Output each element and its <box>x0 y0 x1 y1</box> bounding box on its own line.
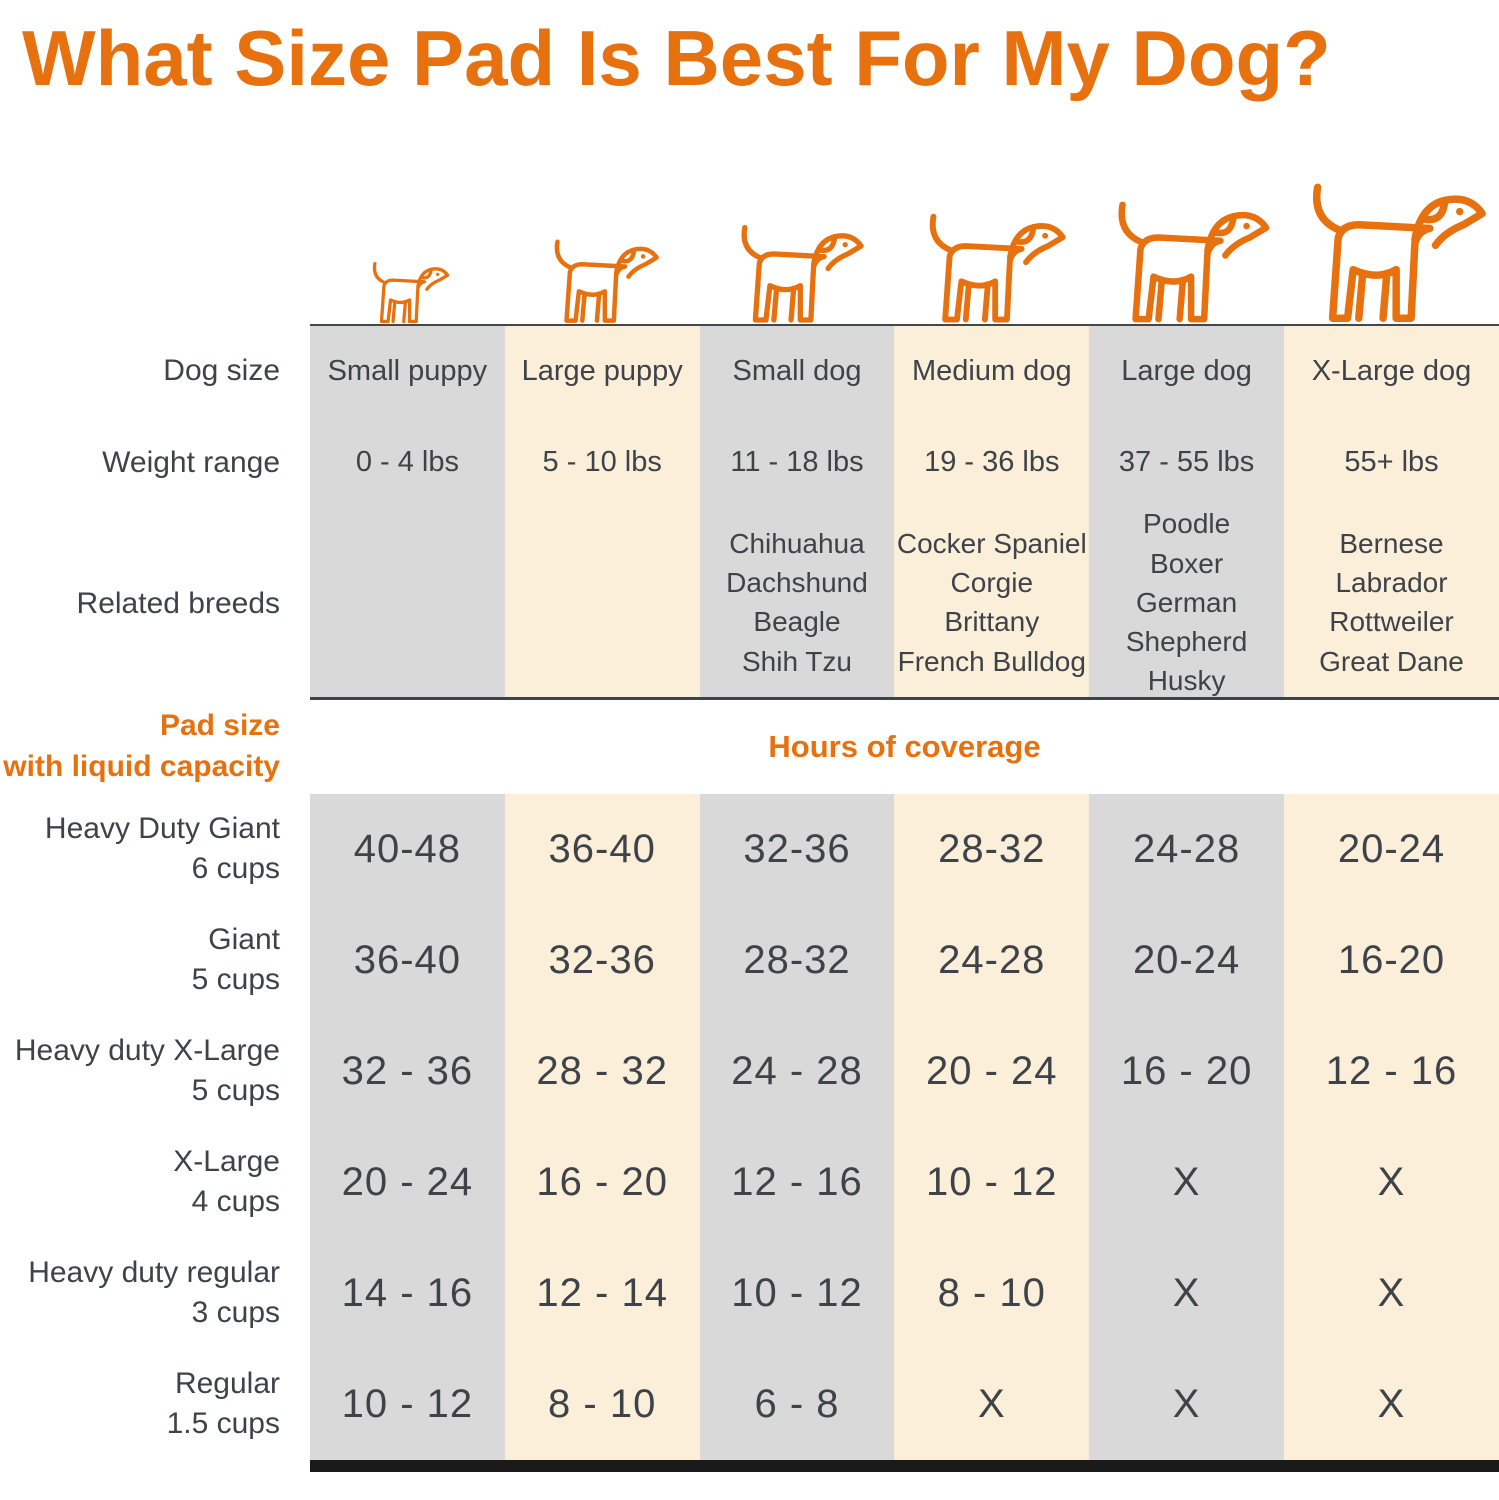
pad-name: Heavy Duty Giant <box>44 811 280 845</box>
dog-size-cell: Large dog <box>1089 323 1284 418</box>
pad-name: Heavy duty regular <box>28 1255 280 1289</box>
coverage-hours-cell: 24-28 <box>1089 793 1284 905</box>
dog-size-cell: Large puppy <box>504 323 700 418</box>
coverage-hours-cell: 12 - 14 <box>504 1237 700 1349</box>
pad-row-label: X-Large 4 cups <box>0 1127 310 1238</box>
coverage-hours-cell: 20 - 24 <box>894 1015 1090 1127</box>
weight-range-cell: 0 - 4 lbs <box>310 417 505 508</box>
pad-name: Heavy duty X-Large <box>14 1033 280 1067</box>
coverage-hours-cell: 36-40 <box>504 793 700 905</box>
dog-icon-cell <box>1284 126 1499 324</box>
pad-capacity: 1.5 cups <box>166 1407 280 1441</box>
large-dog-icon <box>1093 182 1281 324</box>
dog-icon-cell <box>894 126 1089 324</box>
dog-icon-cell <box>700 126 895 324</box>
row-label-related-breeds: Related breeds <box>76 586 280 620</box>
row-label-weight-range: Weight range <box>102 445 280 479</box>
size-chart-table: Dog size Small puppy Large puppy Small d… <box>0 126 1499 1472</box>
row-label-dog-size: Dog size <box>163 353 280 387</box>
small-puppy-icon <box>372 261 450 323</box>
coverage-hours-cell: X <box>1089 1348 1284 1460</box>
pad-name: X-Large <box>173 1144 280 1178</box>
pad-capacity: 3 cups <box>191 1296 280 1330</box>
weight-range-cell: 55+ lbs <box>1284 417 1499 508</box>
pad-row-label: Heavy duty regular 3 cups <box>0 1238 310 1349</box>
coverage-hours-cell: 12 - 16 <box>1284 1015 1499 1127</box>
coverage-hours-cell: X <box>1284 1126 1499 1238</box>
coverage-hours-cell: X <box>1089 1126 1284 1238</box>
large-puppy-icon <box>537 226 667 324</box>
coverage-hours-cell: 6 - 8 <box>699 1348 895 1460</box>
related-breeds-cell <box>310 507 505 700</box>
pad-row-label: Giant 5 cups <box>0 905 310 1016</box>
coverage-hours-cell: 20-24 <box>1284 793 1499 905</box>
pad-name: Regular <box>174 1366 280 1400</box>
page-title: What Size Pad Is Best For My Dog? <box>22 14 1331 102</box>
related-breeds-cell: Cocker Spaniel Corgie Brittany French Bu… <box>894 507 1090 700</box>
coverage-hours-cell: 8 - 10 <box>894 1237 1090 1349</box>
pad-row-label: Regular 1.5 cups <box>0 1349 310 1460</box>
pad-capacity: 5 cups <box>191 1074 280 1108</box>
weight-range-cell: 11 - 18 lbs <box>699 417 895 508</box>
coverage-hours-cell: 10 - 12 <box>894 1126 1090 1238</box>
spacer <box>0 1460 310 1472</box>
related-breeds-cell: Poodle Boxer German Shepherd Husky <box>1089 507 1284 700</box>
coverage-hours-cell: 16-20 <box>1284 904 1499 1016</box>
coverage-hours-cell: X <box>894 1348 1090 1460</box>
dog-size-cell: Small puppy <box>310 323 505 418</box>
spacer <box>0 126 310 324</box>
medium-dog-icon <box>907 196 1076 324</box>
x-large-dog-icon <box>1284 161 1499 324</box>
coverage-hours-cell: 28-32 <box>894 793 1090 905</box>
coverage-hours-cell: 28-32 <box>699 904 895 1016</box>
hours-of-coverage-heading: Hours of coverage <box>768 728 1041 764</box>
pad-size-caption: Pad size with liquid capacity <box>0 700 310 794</box>
dog-icon-cell <box>1089 126 1284 324</box>
coverage-hours-cell: 32-36 <box>504 904 700 1016</box>
weight-range-cell: 5 - 10 lbs <box>504 417 700 508</box>
related-breeds-cell <box>504 507 700 700</box>
coverage-hours-cell: 24 - 28 <box>699 1015 895 1127</box>
table-bottom-border <box>310 1459 1499 1472</box>
pad-capacity: 4 cups <box>191 1185 280 1219</box>
weight-range-cell: 19 - 36 lbs <box>894 417 1090 508</box>
pad-capacity: 5 cups <box>191 963 280 997</box>
pad-size-caption-line2: with liquid capacity <box>3 749 280 783</box>
coverage-hours-cell: X <box>1284 1237 1499 1349</box>
pad-name: Giant <box>208 922 280 956</box>
coverage-hours-cell: 36-40 <box>310 904 505 1016</box>
coverage-hours-cell: X <box>1284 1348 1499 1460</box>
dog-icon-cell <box>505 126 700 324</box>
coverage-hours-cell: 20-24 <box>1089 904 1284 1016</box>
coverage-hours-cell: 32-36 <box>699 793 895 905</box>
coverage-hours-cell: 28 - 32 <box>504 1015 700 1127</box>
coverage-hours-cell: 8 - 10 <box>504 1348 700 1460</box>
coverage-hours-cell: 20 - 24 <box>310 1126 505 1238</box>
coverage-hours-cell: 10 - 12 <box>310 1348 505 1460</box>
small-dog-icon <box>721 209 873 324</box>
coverage-hours-cell: X <box>1089 1237 1284 1349</box>
coverage-hours-cell: 32 - 36 <box>310 1015 505 1127</box>
pad-row-label: Heavy duty X-Large 5 cups <box>0 1016 310 1127</box>
dog-size-cell: Medium dog <box>894 323 1090 418</box>
dog-icon-cell <box>310 126 505 324</box>
pad-size-caption-line1: Pad size <box>159 709 280 743</box>
related-breeds-cell: Bernese Labrador Rottweiler Great Dane <box>1284 507 1499 700</box>
dog-size-cell: Small dog <box>699 323 895 418</box>
pad-row-label: Heavy Duty Giant 6 cups <box>0 794 310 905</box>
coverage-hours-cell: 12 - 16 <box>699 1126 895 1238</box>
coverage-hours-cell: 40-48 <box>310 793 505 905</box>
weight-range-cell: 37 - 55 lbs <box>1089 417 1284 508</box>
coverage-hours-cell: 16 - 20 <box>504 1126 700 1238</box>
dog-size-cell: X-Large dog <box>1284 323 1499 418</box>
pad-capacity: 6 cups <box>191 852 280 886</box>
coverage-hours-cell: 16 - 20 <box>1089 1015 1284 1127</box>
coverage-hours-cell: 14 - 16 <box>310 1237 505 1349</box>
related-breeds-cell: Chihuahua Dachshund Beagle Shih Tzu <box>699 507 895 700</box>
coverage-hours-cell: 10 - 12 <box>699 1237 895 1349</box>
coverage-hours-cell: 24-28 <box>894 904 1090 1016</box>
